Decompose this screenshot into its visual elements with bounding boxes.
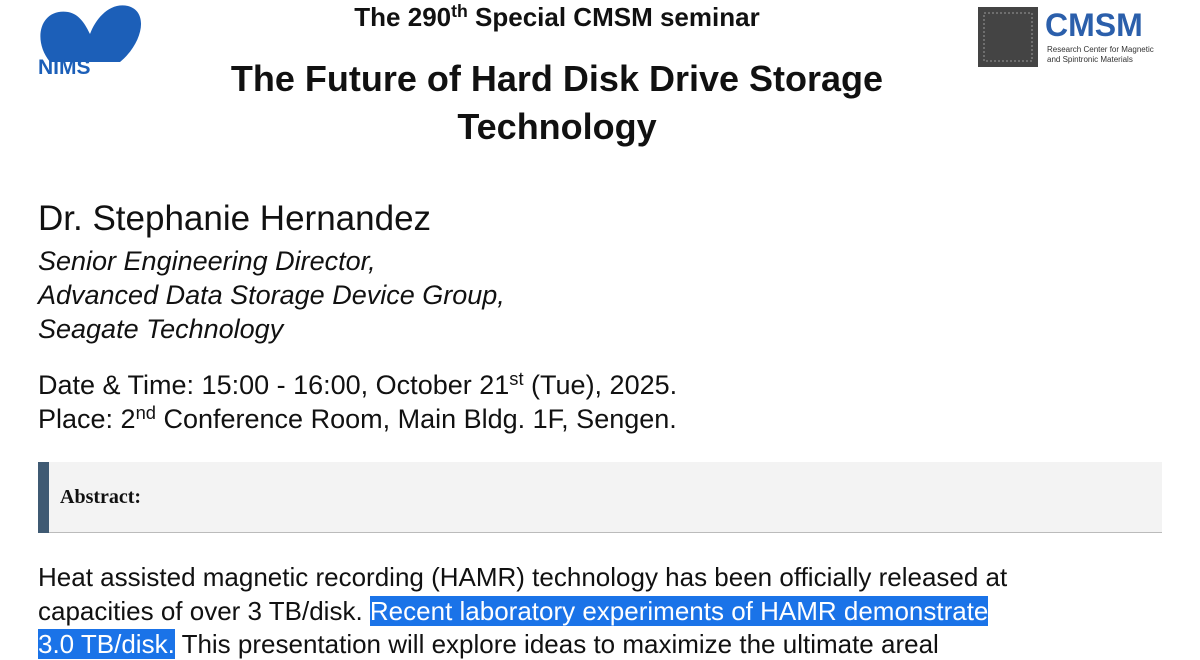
highlighted-text: 3.0 TB/disk. — [38, 629, 175, 659]
speaker-name: Dr. Stephanie Hernandez — [38, 199, 432, 238]
abstract-box: Abstract: — [38, 462, 1162, 533]
page: NIMS CMSM Research Center for Magnetic a… — [0, 2, 1162, 659]
text: This presentation will explore ideas to … — [174, 629, 939, 659]
text: capacities of over 3 TB/disk. — [38, 595, 370, 626]
abstract-line: Heat assisted magnetic recording (HAMR) … — [38, 562, 1007, 593]
abstract-line: 3.0 TB/disk. This presentation will expl… — [38, 629, 939, 660]
cmsm-subtitle: and Spintronic Materials — [1047, 55, 1133, 64]
title-line: Technology — [457, 106, 657, 147]
affiliation: Advanced Data Storage Device Group, — [38, 280, 505, 310]
text: Conference Room, Main Bldg. 1F, Sengen. — [155, 404, 677, 434]
cmsm-logo-square — [978, 7, 1038, 67]
text: The 290 — [354, 2, 452, 32]
abstract-line: capacities of over 3 TB/disk. Recent lab… — [38, 595, 989, 627]
highlighted-text: Recent laboratory experiments of HAMR de… — [369, 595, 989, 626]
cmsm-logo: CMSM Research Center for Magnetic and Sp… — [978, 7, 1154, 67]
nims-logo-shape — [40, 5, 142, 62]
cmsm-logo-text: CMSM — [1045, 7, 1143, 43]
seminar-line: The 290th Special CMSM seminar — [0, 2, 1114, 33]
text: Heat assisted magnetic recording (HAMR) … — [38, 562, 1008, 592]
text: (Tue), 2025. — [523, 370, 678, 400]
text: Special CMSM seminar — [467, 2, 760, 32]
superscript: th — [451, 1, 468, 22]
text: Place: 2 — [38, 404, 136, 434]
superscript: nd — [135, 401, 156, 423]
nims-logo: NIMS — [38, 5, 142, 79]
abstract-heading: Abstract: — [60, 486, 142, 508]
title-line: The Future of Hard Disk Drive Storage — [230, 58, 884, 99]
nims-logo-text: NIMS — [38, 56, 91, 79]
cmsm-logo-texture — [983, 12, 1033, 62]
affiliation: Seagate Technology — [38, 314, 284, 344]
abstract-bar — [38, 462, 49, 533]
place: Place: 2nd Conference Room, Main Bldg. 1… — [38, 401, 677, 435]
text: Date & Time: 15:00 - 16:00, October 21 — [38, 370, 510, 400]
affiliation: Senior Engineering Director, — [38, 246, 376, 276]
date-time: Date & Time: 15:00 - 16:00, October 21st… — [38, 367, 678, 401]
superscript: st — [509, 367, 524, 389]
cmsm-subtitle: Research Center for Magnetic — [1047, 45, 1154, 54]
